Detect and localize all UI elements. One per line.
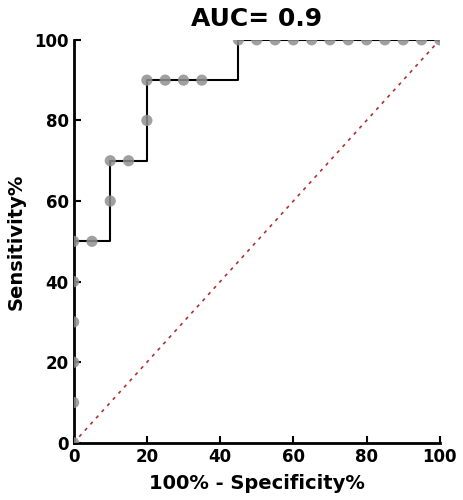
Point: [70, 278, 77, 285]
Point: [70, 398, 77, 406]
Point: [106, 197, 114, 205]
Point: [362, 36, 369, 44]
Y-axis label: Sensitivity%: Sensitivity%: [7, 173, 26, 310]
Point: [161, 76, 169, 84]
Point: [143, 116, 150, 124]
Point: [325, 36, 333, 44]
Point: [252, 36, 260, 44]
Point: [143, 76, 150, 84]
Point: [179, 76, 187, 84]
Point: [435, 36, 443, 44]
Point: [198, 76, 205, 84]
Point: [88, 238, 95, 246]
Point: [307, 36, 315, 44]
Point: [271, 36, 278, 44]
Title: AUC= 0.9: AUC= 0.9: [191, 7, 322, 31]
Point: [106, 156, 114, 164]
Point: [70, 358, 77, 366]
Point: [399, 36, 406, 44]
Point: [125, 156, 132, 164]
Point: [289, 36, 296, 44]
Point: [70, 238, 77, 246]
Point: [380, 36, 388, 44]
Point: [70, 318, 77, 326]
Point: [234, 36, 242, 44]
Point: [417, 36, 424, 44]
Point: [70, 439, 77, 447]
Point: [344, 36, 351, 44]
X-axis label: 100% - Specificity%: 100% - Specificity%: [149, 474, 364, 493]
